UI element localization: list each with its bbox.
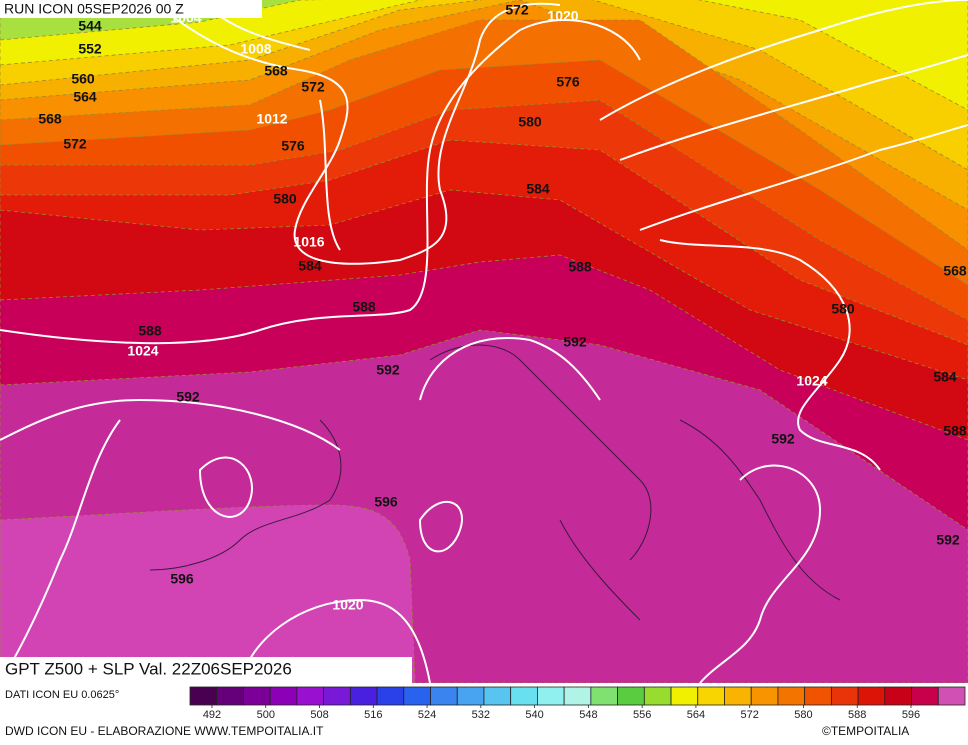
z500-label: 588 — [943, 423, 967, 439]
colorbar-swatch — [537, 686, 565, 706]
colorbar-tick-label: 564 — [687, 709, 705, 721]
colorbar-swatch — [937, 686, 966, 706]
slp-label: 1024 — [127, 343, 158, 359]
colorbar-tick-label: 580 — [794, 709, 812, 721]
colorbar-swatch — [243, 686, 271, 706]
colorbar-swatch — [430, 686, 458, 706]
colorbar-tick-label: 516 — [364, 709, 382, 721]
colorbar-swatch — [617, 686, 645, 706]
source-label: DATI ICON EU 0.0625° — [5, 689, 119, 701]
colorbar-swatch — [804, 686, 832, 706]
z500-label: 592 — [176, 389, 200, 405]
slp-label: 1008 — [240, 41, 271, 57]
colorbar-swatch — [697, 686, 725, 706]
credit: DWD ICON EU - ELABORAZIONE WWW.TEMPOITAL… — [5, 724, 324, 738]
colorbar-swatch — [456, 686, 485, 706]
z500-label: 592 — [563, 334, 587, 350]
title-box — [0, 657, 412, 683]
slp-label: 1024 — [796, 373, 827, 389]
colorbar-tick-label: 508 — [310, 709, 328, 721]
copyright: ©TEMPOITALIA — [822, 724, 909, 738]
z500-label: 576 — [556, 74, 580, 90]
z500-label: 584 — [298, 258, 322, 274]
colorbar-swatch — [750, 686, 779, 706]
colorbar-tick-label: 500 — [257, 709, 275, 721]
slp-label: 1012 — [256, 111, 287, 127]
colorbar-swatch — [269, 686, 298, 706]
z500-label: 572 — [63, 136, 87, 152]
z500-label: 588 — [138, 323, 162, 339]
z500-label: 584 — [526, 181, 550, 197]
colorbar-swatch — [189, 686, 218, 706]
colorbar-tick-label: 532 — [472, 709, 490, 721]
colorbar-tick-label: 524 — [418, 709, 436, 721]
colorbar-swatch — [670, 686, 699, 706]
slp-label: 1020 — [332, 597, 363, 613]
colorbar-swatch — [643, 686, 672, 706]
coast — [149, 419, 342, 571]
colorbar-swatch — [777, 686, 806, 706]
slp-label: 1016 — [293, 234, 324, 250]
colorbar: 492 500 508 516 524 532 540 548 556 564 572 580 588 5… — [189, 686, 966, 721]
z500-label: 588 — [568, 259, 592, 275]
colorbar-tick-label: 588 — [848, 709, 866, 721]
colorbar-swatch — [349, 686, 378, 706]
colorbar-swatch — [911, 686, 939, 706]
run-label: RUN ICON 05SEP2026 00 Z — [4, 1, 184, 17]
z500-label: 568 — [264, 63, 288, 79]
colorbar-swatch — [590, 686, 618, 706]
z500-label: 596 — [374, 494, 398, 510]
run-box — [0, 0, 262, 18]
coast — [429, 344, 652, 621]
z500-label: 584 — [933, 369, 957, 385]
colorbar-swatch — [857, 686, 886, 706]
colorbar-swatch — [216, 686, 244, 706]
z500-label: 560 — [71, 71, 95, 87]
z500-label: 592 — [936, 532, 960, 548]
z500-label: 580 — [273, 191, 297, 207]
colorbar-swatch — [376, 686, 405, 706]
map-title: GPT Z500 + SLP Val. 22Z06SEP2026 — [5, 659, 292, 678]
isobars — [0, 0, 968, 683]
colorbar-swatch — [323, 686, 351, 706]
z500-label: 576 — [281, 138, 305, 154]
band — [0, 504, 416, 683]
z500-label: 568 — [943, 263, 967, 279]
z500-label: 580 — [831, 301, 855, 317]
coast — [679, 419, 841, 601]
colorbar-tick-label: 556 — [633, 709, 651, 721]
colorbar-swatch — [403, 686, 431, 706]
colorbar-swatch — [884, 686, 912, 706]
z500-label: 596 — [170, 571, 194, 587]
colorbar-swatch — [296, 686, 325, 706]
z500-label: 592 — [771, 431, 795, 447]
colorbar-tick-label: 492 — [203, 709, 221, 721]
colorbar-swatch — [483, 686, 512, 706]
colorbar-tick-label: 548 — [579, 709, 597, 721]
colorbar-swatch — [510, 686, 538, 706]
z500-label: 572 — [301, 79, 325, 95]
z500-label: 552 — [78, 41, 102, 57]
colorbar-swatch — [563, 686, 592, 706]
colorbar-swatch — [724, 686, 752, 706]
z500-label: 592 — [376, 362, 400, 378]
colorbar-tick-label: 540 — [525, 709, 543, 721]
z500-label: 568 — [38, 111, 62, 127]
z500-label: 588 — [352, 299, 376, 315]
z500-label: 572 — [505, 2, 529, 18]
colorbar-swatch — [830, 686, 859, 706]
z500-label: 544 — [78, 18, 102, 34]
z500-label: 580 — [518, 114, 542, 130]
z500-label: 564 — [73, 89, 97, 105]
colorbar-tick-label: 596 — [902, 709, 920, 721]
map — [0, 0, 968, 683]
colorbar-tick-label: 572 — [741, 709, 759, 721]
slp-label: 1020 — [547, 8, 578, 24]
